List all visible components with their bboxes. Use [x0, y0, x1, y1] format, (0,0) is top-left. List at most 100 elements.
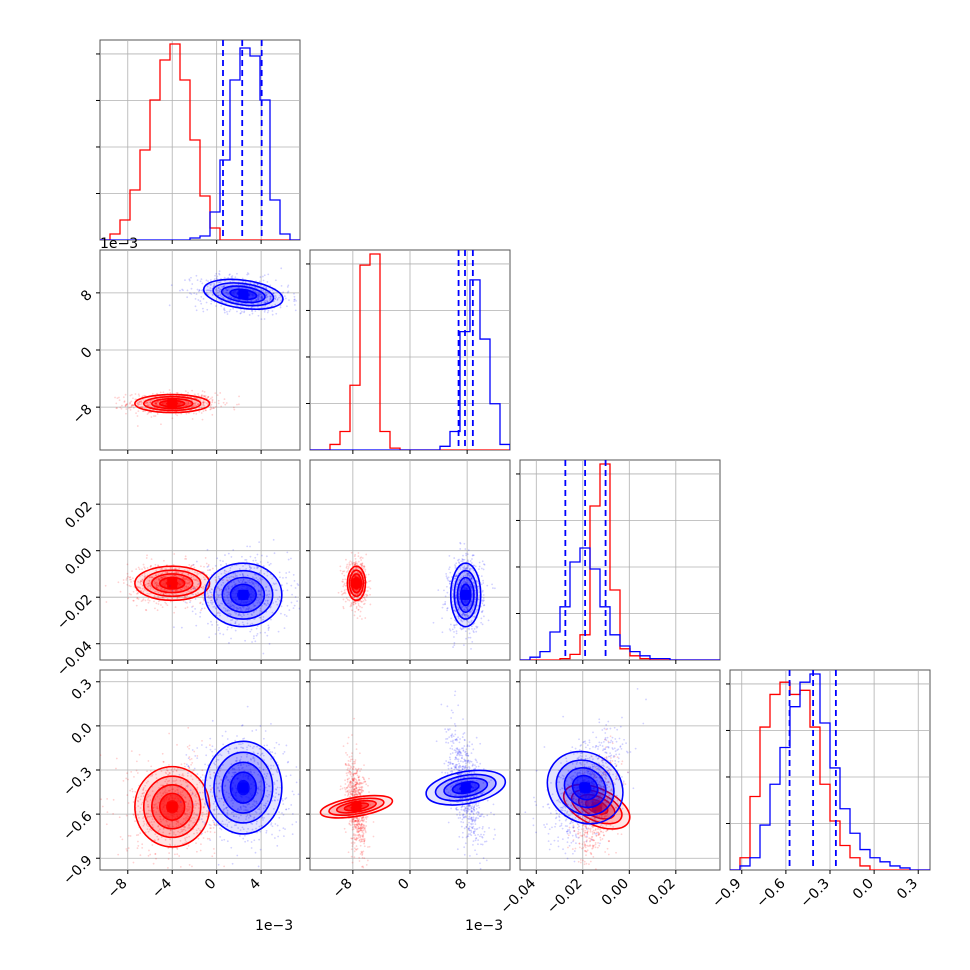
- sample-point: [200, 412, 203, 414]
- sample-point: [481, 589, 484, 592]
- sample-point: [255, 598, 258, 601]
- sample-point: [465, 606, 468, 609]
- sample-point: [450, 617, 453, 620]
- sample-point: [225, 288, 228, 291]
- sample-point: [473, 600, 476, 603]
- sample-point: [454, 575, 457, 578]
- sample-point: [154, 839, 156, 842]
- sample-point: [154, 798, 157, 801]
- sample-point: [208, 569, 211, 572]
- sample-point: [171, 597, 173, 599]
- sample-point: [210, 599, 212, 602]
- sample-point: [211, 855, 214, 858]
- sample-point: [207, 584, 210, 587]
- sample-point: [141, 843, 144, 846]
- sample-point: [197, 398, 200, 401]
- sample-point: [210, 591, 213, 594]
- sample-point: [153, 803, 155, 806]
- sample-point: [263, 310, 266, 313]
- contour-line: [220, 285, 266, 304]
- sample-point: [247, 579, 249, 582]
- sample-point: [221, 579, 224, 582]
- sample-point: [157, 595, 160, 598]
- sample-point: [363, 598, 366, 601]
- sample-point: [188, 563, 191, 566]
- sample-point: [217, 611, 220, 614]
- sample-point: [223, 398, 226, 401]
- sample-point: [204, 401, 206, 404]
- grid-lines: [310, 250, 510, 450]
- sample-point: [180, 626, 183, 629]
- sample-point: [482, 568, 485, 571]
- sample-point: [465, 567, 468, 570]
- sample-point: [266, 561, 269, 564]
- sample-point: [192, 575, 195, 578]
- contour-line: [449, 562, 482, 628]
- sample-point: [184, 557, 186, 560]
- sample-point: [354, 563, 357, 566]
- sample-point: [155, 402, 157, 405]
- sample-point: [181, 774, 184, 777]
- sample-point: [175, 593, 178, 596]
- sample-point: [151, 773, 154, 776]
- sample-point: [126, 572, 129, 575]
- sample-point: [196, 783, 198, 786]
- sample-point: [154, 582, 156, 585]
- sample-point: [469, 584, 472, 586]
- sample-point: [209, 290, 212, 293]
- sample-point: [195, 829, 198, 832]
- sample-point: [182, 577, 184, 580]
- sample-point: [144, 784, 147, 787]
- sample-point: [209, 773, 212, 776]
- sample-point: [223, 309, 226, 312]
- sample-point: [214, 633, 217, 635]
- sample-point: [218, 588, 221, 590]
- sample-point: [293, 295, 296, 298]
- sample-point: [246, 613, 249, 616]
- sample-point: [466, 567, 469, 570]
- sample-point: [441, 606, 444, 609]
- sample-point: [212, 826, 215, 829]
- sample-point: [233, 611, 236, 614]
- panels-layer: [96, 39, 931, 874]
- sample-point: [256, 632, 259, 635]
- sample-point: [154, 607, 156, 610]
- sample-point: [261, 296, 263, 299]
- sample-point: [470, 648, 472, 650]
- sample-point: [150, 829, 153, 832]
- sample-point: [219, 290, 221, 293]
- sample-point: [251, 581, 253, 584]
- sample-point: [208, 589, 211, 592]
- sample-point: [250, 608, 252, 611]
- sample-point: [208, 636, 211, 639]
- sample-point: [201, 607, 203, 610]
- sample-point: [458, 562, 461, 565]
- sample-point: [229, 613, 232, 616]
- sample-point: [245, 568, 248, 570]
- sample-point: [126, 403, 129, 405]
- sample-point: [357, 560, 360, 563]
- sample-point: [184, 837, 186, 840]
- sample-point: [226, 585, 229, 588]
- sample-point: [217, 820, 220, 822]
- sample-point: [228, 274, 231, 276]
- sample-point: [243, 614, 245, 617]
- density-peak: [460, 589, 471, 600]
- sample-point: [154, 581, 157, 584]
- sample-point: [273, 552, 276, 555]
- sample-point: [154, 804, 156, 806]
- sample-point: [180, 588, 182, 591]
- sample-point: [224, 289, 227, 291]
- sample-point: [286, 305, 288, 308]
- sample-point: [152, 872, 154, 874]
- sample-point: [206, 569, 209, 572]
- sample-point: [368, 580, 371, 583]
- sample-point: [463, 578, 466, 581]
- sample-point: [342, 598, 345, 601]
- sample-point: [164, 838, 167, 841]
- sample-point: [464, 630, 467, 633]
- sample-point: [116, 397, 119, 400]
- sample-point: [115, 402, 118, 405]
- sample-point: [157, 577, 160, 580]
- sample-point: [243, 581, 246, 584]
